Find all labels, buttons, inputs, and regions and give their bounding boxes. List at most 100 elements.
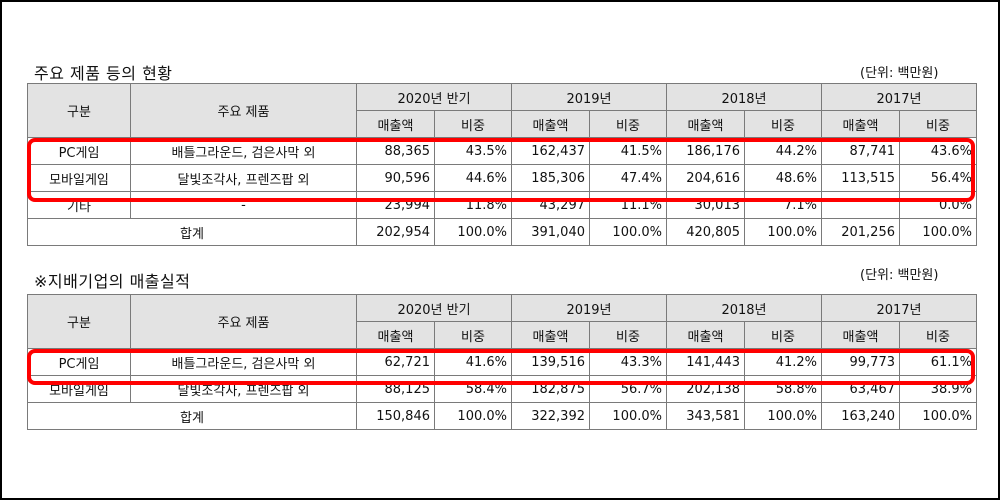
ratio-cell: 43.6% bbox=[899, 137, 977, 165]
table-row: 모바일게임 달빛조각사, 프렌즈팝 외 88,125 58.4% 182,875… bbox=[27, 375, 977, 403]
ratio-cell: 61.1% bbox=[899, 348, 977, 376]
subheader-row: 매출액 비중 매출액 비중 매출액 비중 매출액 비중 bbox=[28, 321, 977, 349]
ratio-cell: 44.6% bbox=[434, 164, 512, 192]
ratio-cell: 11.8% bbox=[434, 191, 512, 219]
header-ratio: 비중 bbox=[744, 110, 822, 138]
amount-cell: 139,516 bbox=[511, 348, 590, 376]
header-amount: 매출액 bbox=[821, 321, 900, 349]
header-division: 구분 bbox=[27, 83, 131, 138]
header-period: 2019년 bbox=[511, 83, 667, 111]
header-period: 2020년 반기 bbox=[356, 294, 512, 322]
table-row: 기타 - 23,994 11.8% 43,297 11.1% 30,013 7.… bbox=[27, 191, 977, 219]
total-row: 합계 150,846 100.0% 322,392 100.0% 343,581… bbox=[27, 402, 977, 430]
total-ratio-cell: 100.0% bbox=[899, 402, 977, 430]
subheader-row: 매출액 비중 매출액 비중 매출액 비중 매출액 비중 bbox=[28, 110, 977, 138]
total-amount-cell: 343,581 bbox=[666, 402, 745, 430]
ratio-cell: 58.8% bbox=[744, 375, 822, 403]
header-period: 2017년 bbox=[821, 294, 977, 322]
division-cell: PC게임 bbox=[27, 137, 131, 165]
table-row: PC게임 배틀그라운드, 검은사막 외 88,365 43.5% 162,437… bbox=[27, 137, 977, 165]
header-amount: 매출액 bbox=[666, 110, 745, 138]
ratio-cell: 41.5% bbox=[589, 137, 667, 165]
division-cell: 기타 bbox=[27, 191, 131, 219]
total-amount-cell: 201,256 bbox=[821, 218, 900, 246]
ratio-cell: 38.9% bbox=[899, 375, 977, 403]
header-amount: 매출액 bbox=[666, 321, 745, 349]
header-amount: 매출액 bbox=[511, 321, 590, 349]
amount-cell: 88,125 bbox=[356, 375, 435, 403]
products-cell: - bbox=[130, 191, 357, 219]
amount-cell: 113,515 bbox=[821, 164, 900, 192]
header-products: 주요 제품 bbox=[130, 83, 357, 138]
header-row: 구분 주요 제품 2020년 반기 2019년 2018년 2017년 bbox=[27, 294, 977, 349]
header-amount: 매출액 bbox=[821, 110, 900, 138]
header-ratio: 비중 bbox=[899, 110, 977, 138]
total-label: 합계 bbox=[27, 402, 357, 430]
ratio-cell: 7.1% bbox=[744, 191, 822, 219]
ratio-cell: 56.7% bbox=[589, 375, 667, 403]
ratio-cell: 44.2% bbox=[744, 137, 822, 165]
header-ratio: 비중 bbox=[744, 321, 822, 349]
total-amount-cell: 391,040 bbox=[511, 218, 590, 246]
amount-cell: 23,994 bbox=[356, 191, 435, 219]
division-cell: 모바일게임 bbox=[27, 375, 131, 403]
amount-cell: 202,138 bbox=[666, 375, 745, 403]
total-amount-cell: 420,805 bbox=[666, 218, 745, 246]
amount-cell: 88,365 bbox=[356, 137, 435, 165]
ratio-cell: 0.0% bbox=[899, 191, 977, 219]
total-amount-cell: 163,240 bbox=[821, 402, 900, 430]
total-ratio-cell: 100.0% bbox=[434, 402, 512, 430]
header-ratio: 비중 bbox=[589, 321, 667, 349]
total-amount-cell: 202,954 bbox=[356, 218, 435, 246]
total-amount-cell: 322,392 bbox=[511, 402, 590, 430]
header-ratio: 비중 bbox=[589, 110, 667, 138]
ratio-cell: 41.2% bbox=[744, 348, 822, 376]
table1-unit: (단위: 백만원) bbox=[860, 66, 939, 81]
total-ratio-cell: 100.0% bbox=[899, 218, 977, 246]
table-row: PC게임 배틀그라운드, 검은사막 외 62,721 41.6% 139,516… bbox=[27, 348, 977, 376]
ratio-cell: 41.6% bbox=[434, 348, 512, 376]
amount-cell: 87,741 bbox=[821, 137, 900, 165]
total-ratio-cell: 100.0% bbox=[744, 402, 822, 430]
header-ratio: 비중 bbox=[434, 110, 512, 138]
header-period: 2020년 반기 bbox=[356, 83, 512, 111]
amount-cell: 90,596 bbox=[356, 164, 435, 192]
products-cell: 배틀그라운드, 검은사막 외 bbox=[130, 348, 357, 376]
total-ratio-cell: 100.0% bbox=[589, 218, 667, 246]
ratio-cell: 43.3% bbox=[589, 348, 667, 376]
total-ratio-cell: 100.0% bbox=[589, 402, 667, 430]
ratio-cell: 11.1% bbox=[589, 191, 667, 219]
amount-cell: 30,013 bbox=[666, 191, 745, 219]
amount-cell: 204,616 bbox=[666, 164, 745, 192]
amount-cell: 63,467 bbox=[821, 375, 900, 403]
amount-cell: 99,773 bbox=[821, 348, 900, 376]
header-ratio: 비중 bbox=[899, 321, 977, 349]
ratio-cell: 58.4% bbox=[434, 375, 512, 403]
header-products: 주요 제품 bbox=[130, 294, 357, 349]
header-period: 2018년 bbox=[666, 83, 822, 111]
header-period: 2018년 bbox=[666, 294, 822, 322]
product-status-table: 구분 주요 제품 2020년 반기 2019년 2018년 2017년 매출액 … bbox=[27, 83, 977, 246]
ratio-cell: 56.4% bbox=[899, 164, 977, 192]
header-period: 2017년 bbox=[821, 83, 977, 111]
division-cell: PC게임 bbox=[27, 348, 131, 376]
table1-title: 주요 제품 등의 현황 bbox=[34, 64, 173, 83]
header-division: 구분 bbox=[27, 294, 131, 349]
division-cell: 모바일게임 bbox=[27, 164, 131, 192]
table2-title: ※지배기업의 매출실적 bbox=[34, 272, 191, 291]
ratio-cell: 47.4% bbox=[589, 164, 667, 192]
amount-cell: 43,297 bbox=[511, 191, 590, 219]
products-cell: 달빛조각사, 프렌즈팝 외 bbox=[130, 375, 357, 403]
total-label: 합계 bbox=[27, 218, 357, 246]
amount-cell: 185,306 bbox=[511, 164, 590, 192]
header-ratio: 비중 bbox=[434, 321, 512, 349]
amount-cell: 182,875 bbox=[511, 375, 590, 403]
table2-unit: (단위: 백만원) bbox=[860, 268, 939, 283]
total-ratio-cell: 100.0% bbox=[434, 218, 512, 246]
amount-cell: 186,176 bbox=[666, 137, 745, 165]
products-cell: 배틀그라운드, 검은사막 외 bbox=[130, 137, 357, 165]
header-amount: 매출액 bbox=[511, 110, 590, 138]
table-row: 모바일게임 달빛조각사, 프렌즈팝 외 90,596 44.6% 185,306… bbox=[27, 164, 977, 192]
amount-cell: 141,443 bbox=[666, 348, 745, 376]
ratio-cell: 43.5% bbox=[434, 137, 512, 165]
